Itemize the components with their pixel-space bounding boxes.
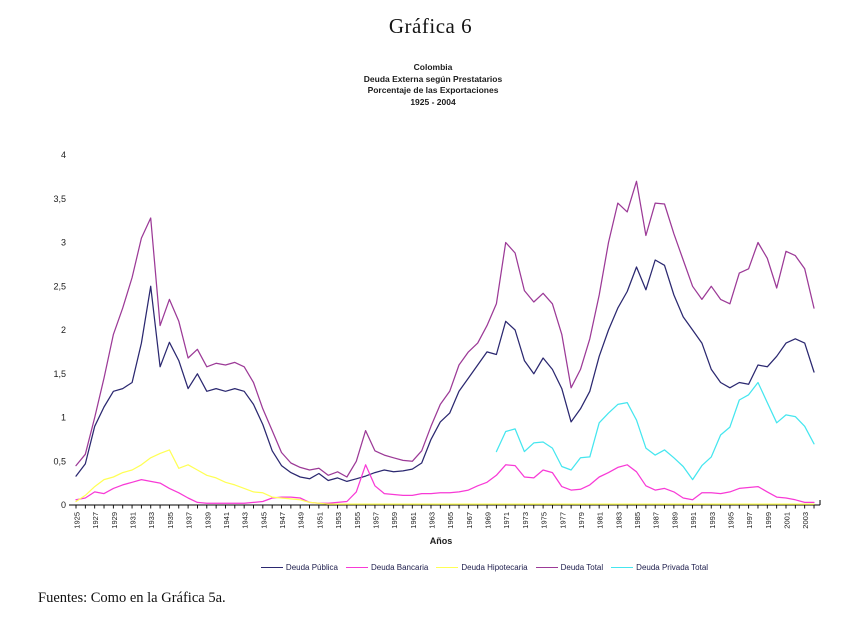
x-axis-tick-label: 1955 xyxy=(353,512,362,529)
series-line-deuda-bancaria xyxy=(75,464,815,504)
x-axis-tick-label: 1931 xyxy=(129,512,138,529)
x-axis-tick-label: 1997 xyxy=(745,512,754,529)
x-axis-tick-label: 1989 xyxy=(670,512,679,529)
x-axis-tick-label: 1995 xyxy=(726,512,735,529)
legend-label: Deuda Privada Total xyxy=(636,563,709,572)
legend-swatch xyxy=(611,567,634,568)
x-axis-tick-label: 1937 xyxy=(185,512,194,529)
y-axis-tick-label: 2,5 xyxy=(53,281,66,291)
y-axis-tick-label: 3 xyxy=(61,238,66,248)
x-axis-tick-label: 1945 xyxy=(259,512,268,529)
subtitle-line-series: Deuda Externa según Prestatarios xyxy=(363,73,503,84)
x-axis-tick-label: 1959 xyxy=(390,512,399,529)
y-axis-tick-label: 2 xyxy=(61,325,66,335)
legend-item-deuda-p-blica: Deuda Pública xyxy=(260,563,338,572)
y-axis-tick-label: 1,5 xyxy=(53,369,66,379)
chart-title: Gráfica 6 xyxy=(388,14,473,38)
x-axis-title: Años xyxy=(430,536,453,546)
x-axis-tick-label: 1999 xyxy=(764,512,773,529)
subtitle-line-period: 1925 - 2004 xyxy=(410,96,456,107)
legend-label: Deuda Hipotecaria xyxy=(461,563,528,572)
chart-subtitle: Colombia Deuda Externa según Prestatario… xyxy=(0,62,861,108)
x-axis-tick-label: 1939 xyxy=(203,512,212,529)
legend-label: Deuda Pública xyxy=(285,563,338,572)
x-axis-tick-label: 2001 xyxy=(782,512,791,529)
x-axis-tick-label: 1967 xyxy=(465,512,474,529)
x-axis-tick-label: 2003 xyxy=(801,512,810,529)
source-note: Fuentes: Como en la Gráfica 5a. xyxy=(38,590,226,606)
x-axis-tick-label: 1943 xyxy=(241,512,250,529)
series-line-deuda-hipotecaria xyxy=(75,449,815,505)
legend-swatch xyxy=(436,567,459,568)
x-axis-tick-label: 1947 xyxy=(278,512,287,529)
y-axis-tick-label: 1 xyxy=(61,413,66,423)
x-axis-tick-label: 1925 xyxy=(73,512,82,529)
x-axis-tick-label: 1949 xyxy=(297,512,306,529)
legend-label: Deuda Bancaria xyxy=(370,563,429,572)
x-axis-tick-label: 1979 xyxy=(577,512,586,529)
x-axis-tick-label: 1985 xyxy=(633,512,642,529)
x-axis-tick-label: 1983 xyxy=(614,512,623,529)
x-axis-tick-label: 1963 xyxy=(427,512,436,529)
subtitle-line-measure: Porcentaje de las Exportaciones xyxy=(367,85,499,95)
line-chart-canvas: 0 0,5 1 1,5 2 2,5 3 3,5 4 1925 1927 1929 1931 1933 193… xyxy=(53,150,821,546)
series-line-deuda-privada-total xyxy=(495,381,815,481)
legend-item-deuda-privada-total: Deuda Privada Total xyxy=(611,563,708,572)
x-axis-tick-label: 1957 xyxy=(371,512,380,529)
x-axis-tick-label: 1953 xyxy=(334,512,343,529)
x-axis-tick-label: 1987 xyxy=(652,512,661,529)
chart-legend: Deuda Pública Deuda Bancaria Deuda Hipotec… xyxy=(0,563,861,572)
x-axis-tick-label: 1975 xyxy=(540,512,549,529)
x-axis-tick-label: 1969 xyxy=(484,512,493,529)
x-axis-tick-label: 1933 xyxy=(147,512,156,529)
y-axis-tick-label: 0,5 xyxy=(53,456,66,466)
x-axis-tick-label: 1935 xyxy=(166,512,175,529)
x-axis-tick-label: 1961 xyxy=(409,512,418,529)
x-axis-tick-label: 1991 xyxy=(689,512,698,529)
subtitle-line-country: Colombia xyxy=(413,62,453,72)
legend-swatch xyxy=(535,567,558,568)
legend-item-deuda-hipotecaria: Deuda Hipotecaria xyxy=(436,563,528,572)
series-line-deuda-total xyxy=(75,180,815,478)
y-axis-tick-label: 3,5 xyxy=(53,194,66,204)
x-axis-tick-label: 1951 xyxy=(315,512,324,529)
x-axis-tick-label: 1929 xyxy=(110,512,119,529)
legend-swatch xyxy=(345,567,368,568)
legend-swatch xyxy=(260,567,283,568)
x-axis-tick-label: 1965 xyxy=(446,512,455,529)
x-axis-tick-label: 1981 xyxy=(596,512,605,529)
legend-label: Deuda Total xyxy=(560,563,604,572)
x-axis-tick-label: 1941 xyxy=(222,512,231,529)
legend-item-deuda-bancaria: Deuda Bancaria xyxy=(345,563,429,572)
x-axis-tick-label: 1971 xyxy=(502,512,511,529)
y-axis-tick-label: 4 xyxy=(61,150,66,160)
series-line-deuda-p-blica xyxy=(75,259,815,483)
x-axis-tick-label: 1977 xyxy=(558,512,567,529)
legend-item-deuda-total: Deuda Total xyxy=(535,563,604,572)
x-axis-tick-label: 1993 xyxy=(708,512,717,529)
x-axis-tick-label: 1927 xyxy=(91,512,100,529)
x-axis-tick-label: 1973 xyxy=(521,512,530,529)
y-axis-tick-label: 0 xyxy=(61,500,66,510)
